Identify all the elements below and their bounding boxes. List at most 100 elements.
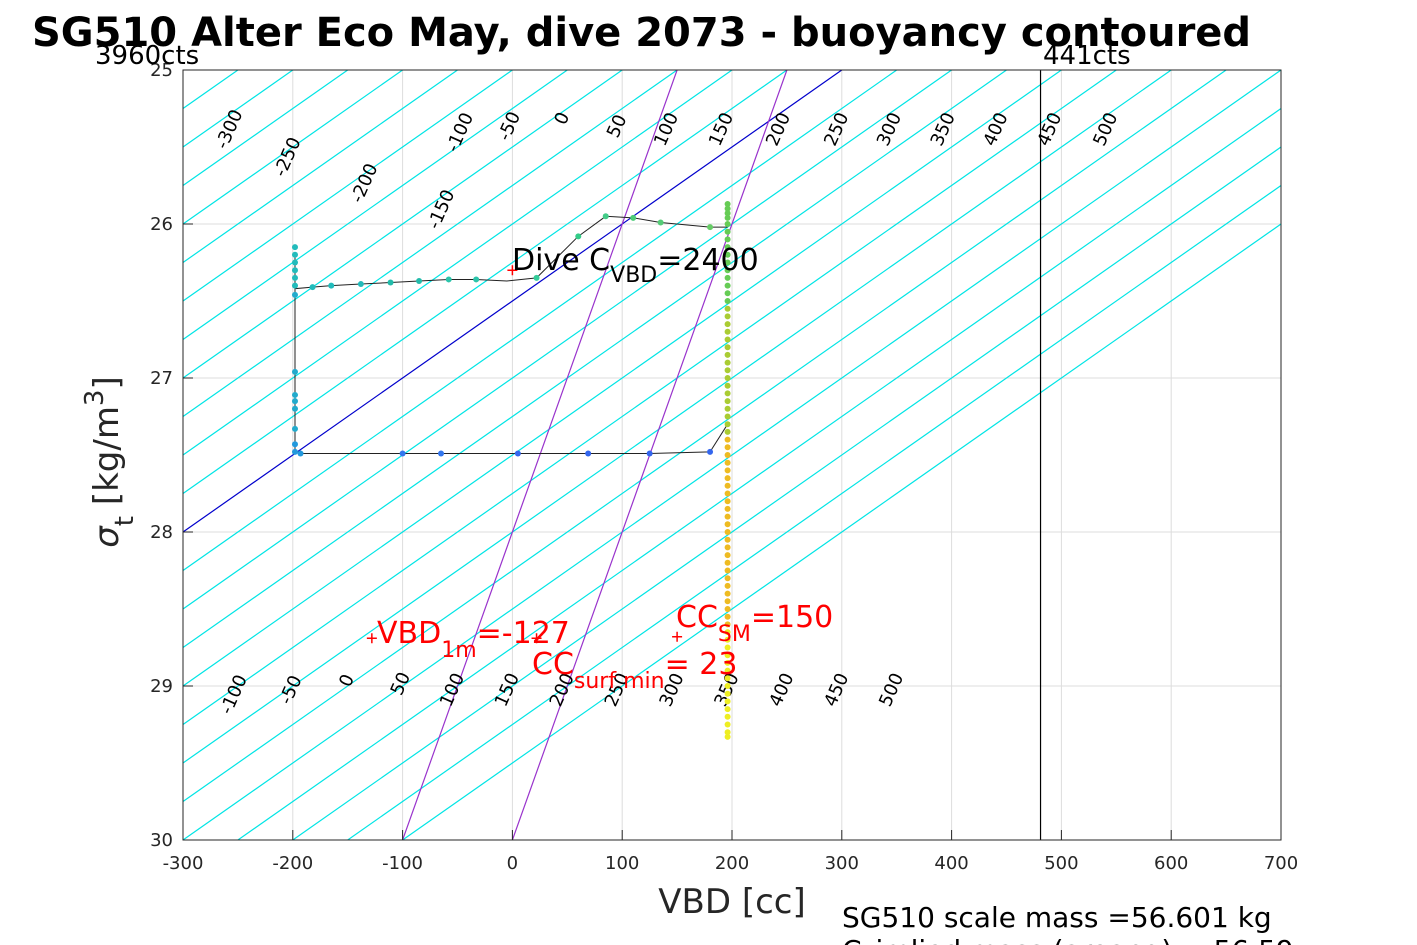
y-tick-label: 30 xyxy=(150,830,173,851)
trajectory-point xyxy=(328,282,335,289)
data-point xyxy=(724,498,731,505)
y-axis-label-end: ] xyxy=(87,376,127,389)
vbd1m-sub: 1m xyxy=(441,638,476,663)
dive-c-sub: VBD xyxy=(610,263,657,288)
buoyancy-contour-line xyxy=(183,70,458,264)
buoyancy-contour-line xyxy=(183,70,623,379)
trajectory-point xyxy=(291,244,298,251)
y-axis-label-sub: t xyxy=(110,516,140,526)
data-point xyxy=(724,313,731,320)
trajectory-point xyxy=(585,450,592,457)
data-point xyxy=(724,629,731,636)
y-axis-label-sup: 3 xyxy=(80,390,110,407)
cc-sm-value: =150 xyxy=(751,600,833,635)
data-point xyxy=(724,228,731,235)
trajectory-point xyxy=(602,213,609,220)
trajectory-point xyxy=(297,450,304,457)
cts-left-label: 3960cts xyxy=(95,41,199,71)
cts-right-label: 441cts xyxy=(1043,41,1131,71)
footer-implied-mass: C_imlied mass (aroang) = 56.59 xyxy=(842,934,1294,945)
data-point xyxy=(724,536,731,543)
data-point xyxy=(724,606,731,612)
data-point xyxy=(724,367,731,374)
vbd1m-value: =-127 xyxy=(477,616,570,651)
cc-surf-value: = 23 xyxy=(665,647,738,682)
trajectory-point xyxy=(399,450,406,457)
vbd1m-main: VBD xyxy=(377,616,441,651)
x-tick-label: 100 xyxy=(605,853,639,874)
y-axis-label: σt [kg/m3] xyxy=(80,376,140,548)
marker-plus xyxy=(366,633,377,644)
cc-surf-sub: surf min xyxy=(574,669,665,694)
data-point xyxy=(724,382,731,389)
data-point xyxy=(724,274,731,281)
data-point xyxy=(724,513,731,520)
trajectory-point xyxy=(646,450,653,457)
trajectory-point xyxy=(416,277,423,284)
buoyancy-contour-line xyxy=(347,184,1281,840)
buoyancy-contour-line xyxy=(183,70,513,302)
buoyancy-contour-line xyxy=(183,70,1227,803)
data-point xyxy=(724,598,731,605)
y-tick-label: 26 xyxy=(150,214,173,235)
data-point xyxy=(724,698,731,705)
data-point xyxy=(724,290,731,297)
x-tick-label: 300 xyxy=(825,853,859,874)
trajectory-point xyxy=(445,276,452,283)
data-point xyxy=(724,467,731,474)
cc-sm-sub: SM xyxy=(718,622,751,647)
y-axis-label-unit: [kg/m xyxy=(87,406,127,516)
y-tick-label: 25 xyxy=(150,60,173,81)
x-tick-label: 700 xyxy=(1264,853,1298,874)
data-point xyxy=(724,644,731,651)
trajectory-point xyxy=(473,276,480,283)
trajectory-point xyxy=(291,291,298,298)
data-point xyxy=(724,544,731,551)
buoyancy-contour-line xyxy=(183,70,1062,687)
data-point xyxy=(724,552,731,559)
buoyancy-contour-line xyxy=(183,70,1117,726)
data-point xyxy=(724,459,731,466)
cc-surf-main: CC xyxy=(532,647,574,682)
data-point xyxy=(724,321,731,328)
trajectory-point xyxy=(657,219,664,226)
data-point xyxy=(724,729,731,736)
cc-surf-min-annotation: CCsurf min= 23 xyxy=(532,647,737,694)
data-point xyxy=(724,351,731,358)
data-point xyxy=(724,733,731,740)
data-point xyxy=(724,713,731,720)
data-point xyxy=(724,475,731,482)
trajectory-point xyxy=(291,441,298,448)
data-point xyxy=(724,375,731,381)
trajectory-point xyxy=(291,398,298,405)
data-point xyxy=(724,236,731,243)
trajectory-point xyxy=(533,274,540,281)
buoyancy-contour-line xyxy=(183,70,403,225)
buoyancy-contour-line xyxy=(183,70,1007,649)
trajectory-point xyxy=(291,267,298,274)
data-point xyxy=(724,613,731,620)
data-point xyxy=(724,221,731,227)
trajectory-point xyxy=(438,450,445,457)
trajectory-point xyxy=(387,279,394,286)
data-points xyxy=(291,200,731,740)
x-tick-label: 200 xyxy=(715,853,749,874)
data-point xyxy=(724,490,731,497)
buoyancy-contour-line xyxy=(183,70,678,418)
data-point xyxy=(724,244,731,251)
data-point xyxy=(724,444,731,451)
zero-buoyancy-contour xyxy=(183,70,843,533)
data-point xyxy=(724,706,731,713)
trajectory-point xyxy=(291,368,298,375)
data-point xyxy=(724,344,731,351)
data-point xyxy=(724,683,731,689)
marker-plus xyxy=(531,633,542,644)
trajectory-point xyxy=(357,281,364,288)
x-tick-label: -300 xyxy=(163,853,204,874)
data-point xyxy=(724,575,731,582)
data-point xyxy=(724,590,731,597)
buoyancy-contour-line xyxy=(183,70,1281,840)
data-point xyxy=(724,428,731,435)
data-point xyxy=(724,298,731,304)
